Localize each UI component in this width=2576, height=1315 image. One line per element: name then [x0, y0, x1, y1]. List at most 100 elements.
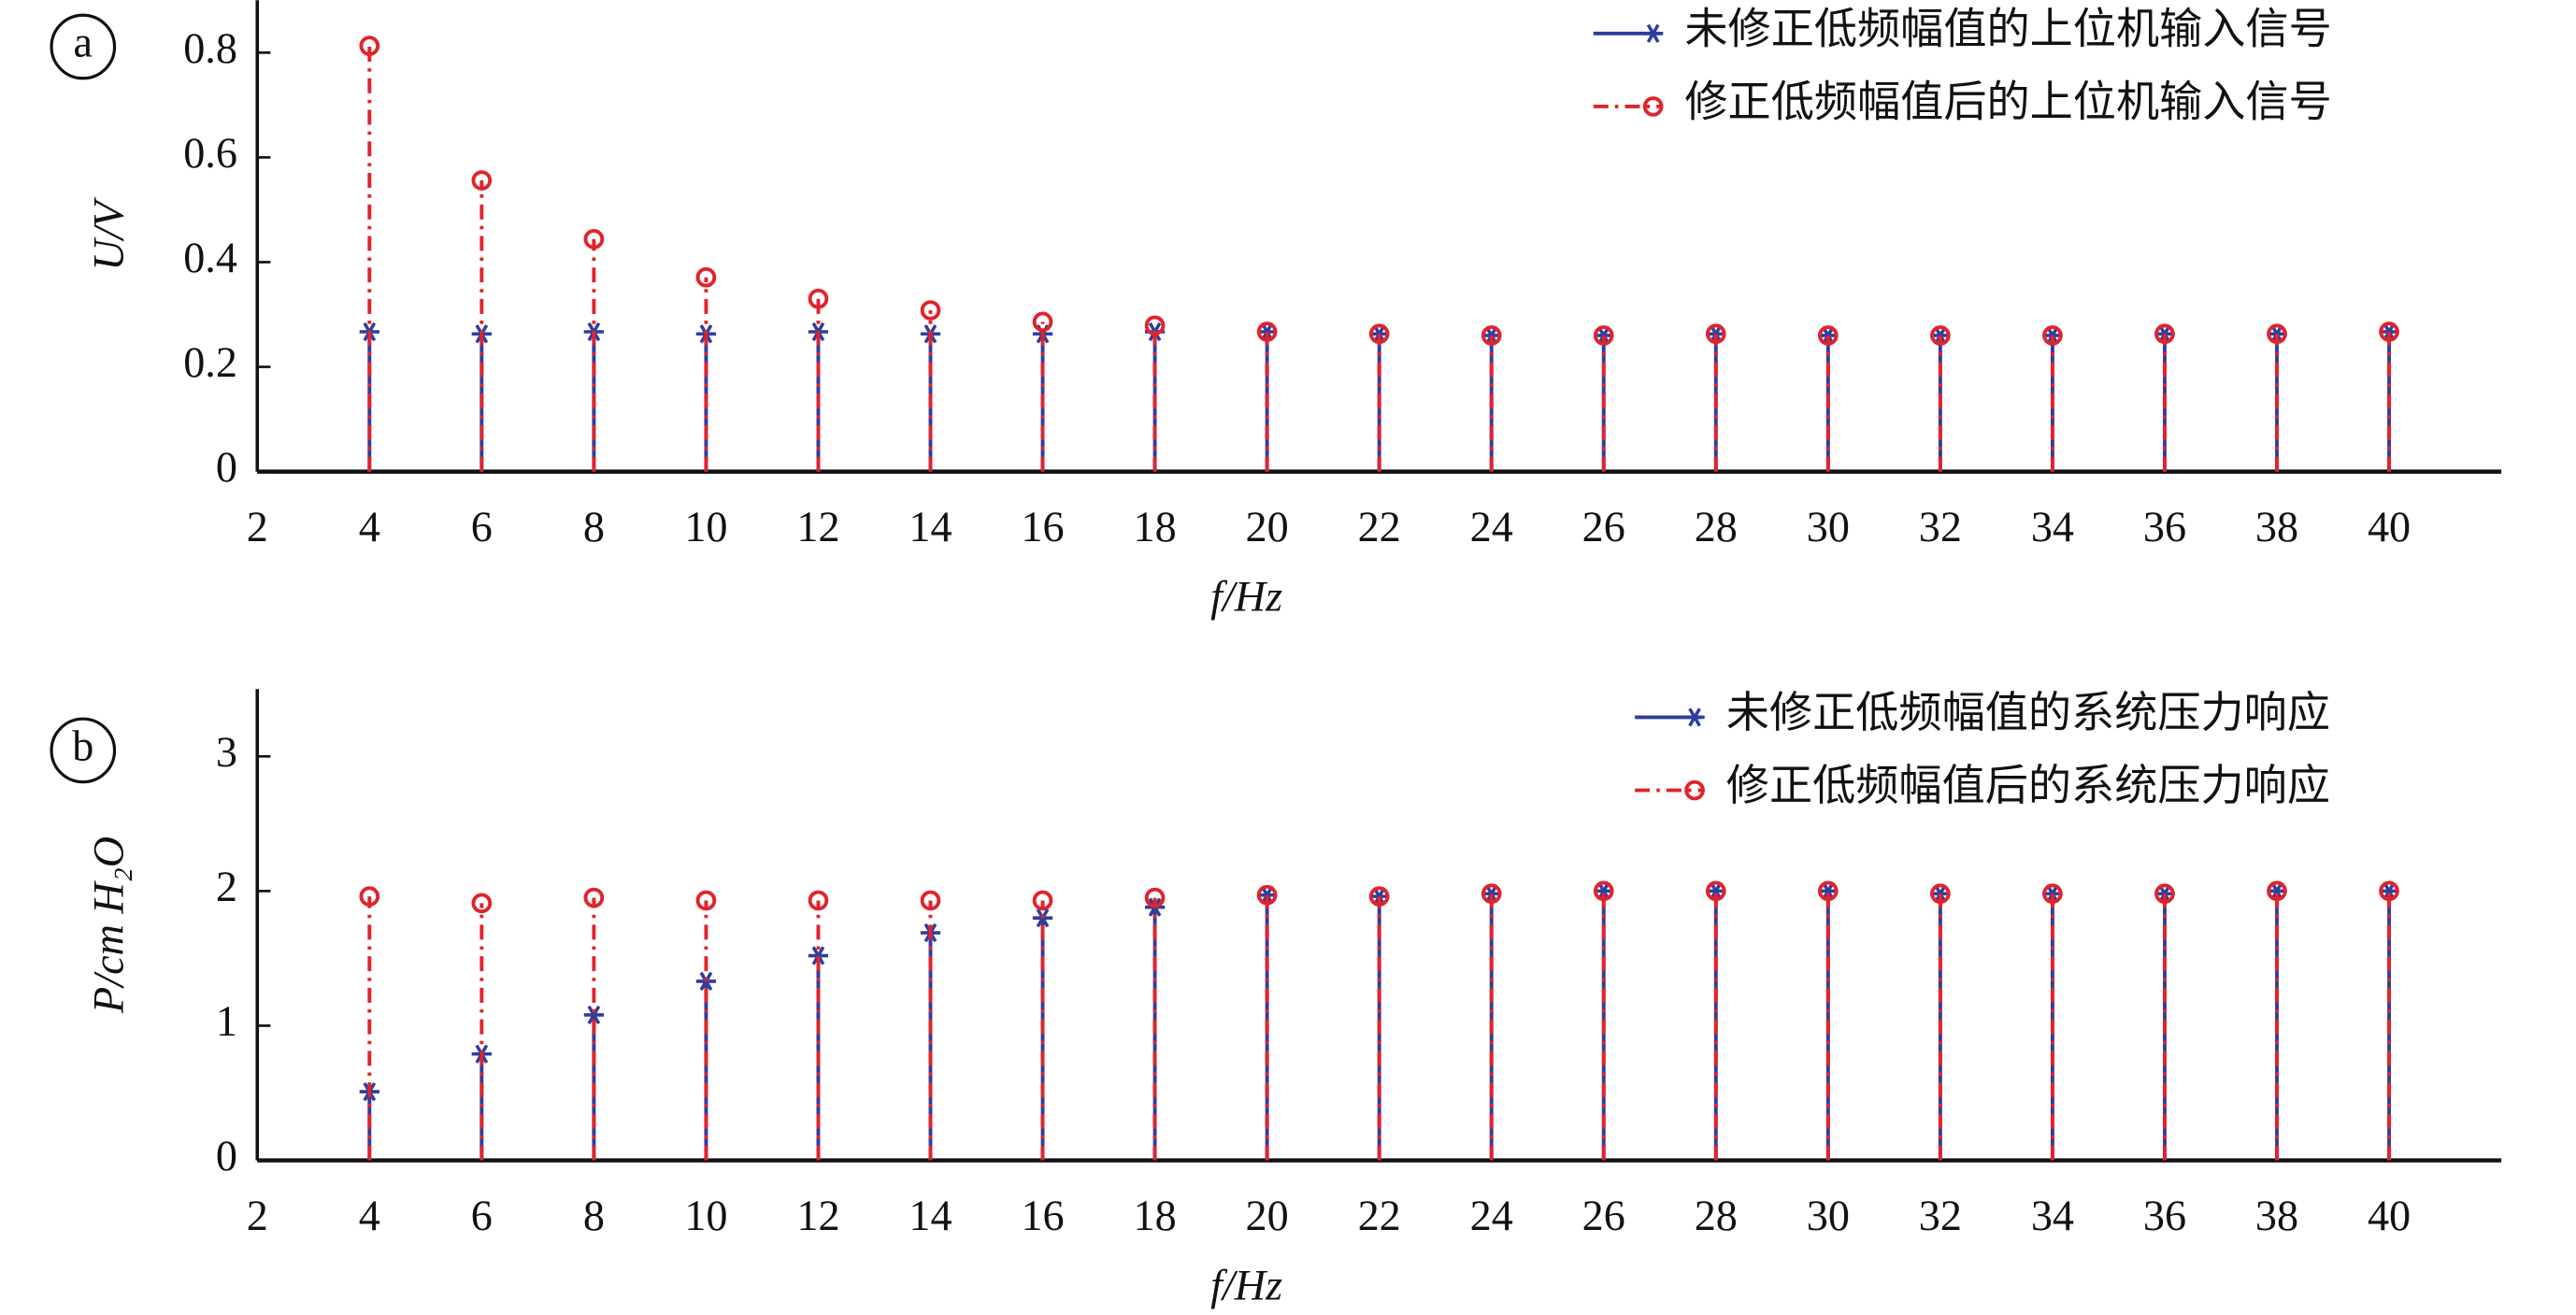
x-axis-label: f/Hz: [1210, 1262, 1282, 1309]
x-tick-label: 24: [1470, 1192, 1513, 1239]
marker-stroke: [699, 971, 713, 992]
marker: [2042, 883, 2063, 905]
marker: [1256, 884, 1278, 906]
marker-stroke: [811, 946, 825, 965]
x-tick-label: 10: [684, 503, 727, 550]
x-tick-label: 6: [471, 1192, 493, 1239]
x-tick-label: 22: [1358, 1192, 1401, 1239]
panel-label: b: [72, 722, 93, 770]
marker: [920, 300, 941, 321]
marker: [1705, 323, 1726, 345]
x-tick-label: 30: [1807, 503, 1850, 550]
marker-stroke: [1688, 708, 1701, 727]
marker: [359, 36, 380, 56]
y-tick-label: 0.8: [183, 24, 237, 72]
x-tick-label: 2: [247, 503, 268, 550]
marker: [471, 170, 493, 191]
marker: [1930, 325, 1951, 346]
x-tick-label: 16: [1021, 1192, 1064, 1239]
x-tick-label: 2: [247, 1192, 268, 1239]
marker: [1818, 880, 1839, 902]
x-tick-label: 36: [2143, 1192, 2186, 1239]
legend-label: 修正低频幅值后的系统压力响应: [1726, 762, 2330, 809]
marker: [1368, 323, 1390, 345]
panel-badge: [50, 13, 117, 80]
x-tick-label: 18: [1134, 503, 1177, 550]
x-tick-label: 20: [1246, 503, 1289, 550]
x-tick-label: 4: [359, 503, 380, 550]
y-tick-label: 0: [216, 1132, 237, 1179]
marker: [2267, 880, 2287, 902]
marker: [1144, 887, 1166, 908]
x-tick-label: 4: [359, 1192, 380, 1239]
x-tick-label: 36: [2143, 503, 2186, 550]
panel-badge: [50, 717, 117, 784]
marker: [1481, 325, 1502, 346]
x-tick-label: 34: [2031, 1192, 2074, 1239]
x-tick-label: 26: [1582, 503, 1625, 550]
marker: [695, 890, 717, 911]
x-tick-label: 16: [1021, 503, 1064, 550]
marker: [2267, 323, 2287, 345]
marker: [1930, 883, 1951, 905]
legend-label: 未修正低频幅值的上位机输入信号: [1684, 5, 2331, 52]
marker-stroke: [587, 1005, 601, 1025]
marker: [2154, 883, 2175, 905]
y-tick-label: 0.2: [183, 338, 237, 386]
marker: [1368, 886, 1390, 907]
x-tick-label: 40: [2368, 1192, 2411, 1239]
y-tick-label: 0.4: [183, 234, 237, 281]
x-tick-label: 12: [796, 1192, 839, 1239]
x-tick-label: 24: [1470, 503, 1513, 550]
x-tick-label: 38: [2255, 1192, 2298, 1239]
marker-stroke: [1646, 23, 1660, 43]
legend-label: 修正低频幅值后的上位机输入信号: [1684, 79, 2331, 126]
x-tick-label: 38: [2255, 503, 2298, 550]
x-tick-label: 6: [471, 503, 493, 550]
marker: [583, 1005, 605, 1025]
marker: [1032, 890, 1053, 911]
x-tick-label: 20: [1246, 1192, 1289, 1239]
marker: [1481, 883, 1502, 905]
x-tick-label: 8: [583, 503, 605, 550]
x-tick-label: 32: [1919, 503, 1962, 550]
x-tick-label: 10: [684, 1192, 727, 1239]
x-tick-label: 14: [909, 503, 952, 550]
x-tick-label: 28: [1695, 1192, 1738, 1239]
x-tick-label: 26: [1582, 1192, 1625, 1239]
y-tick-label: 0.6: [183, 129, 237, 177]
marker: [920, 890, 941, 911]
marker: [1144, 315, 1166, 336]
marker: [695, 266, 717, 288]
marker: [695, 971, 717, 992]
y-tick-label: 0: [216, 443, 237, 491]
x-tick-label: 30: [1807, 1192, 1850, 1239]
legend-marker: [1643, 23, 1664, 43]
marker: [1705, 880, 1726, 902]
x-tick-label: 12: [796, 503, 839, 550]
marker: [1593, 880, 1614, 902]
marker: [583, 887, 605, 908]
marker: [471, 893, 493, 914]
marker: [2042, 325, 2063, 346]
x-tick-label: 32: [1919, 1192, 1962, 1239]
marker: [1256, 322, 1278, 342]
legend-label: 未修正低频幅值的系统压力响应: [1726, 689, 2330, 736]
marker: [1818, 325, 1839, 346]
x-tick-label: 40: [2368, 503, 2411, 550]
x-tick-label: 14: [909, 1192, 952, 1239]
marker: [808, 946, 829, 965]
y-tick-label: 3: [216, 728, 237, 776]
marker: [808, 890, 829, 911]
legend-marker: [1684, 708, 1705, 727]
panel-label: a: [74, 19, 93, 66]
marker: [2379, 322, 2399, 342]
x-tick-label: 28: [1695, 503, 1738, 550]
x-tick-label: 8: [583, 1192, 605, 1239]
legend-marker: [1684, 779, 1705, 801]
legend-marker: [1642, 96, 1664, 117]
marker: [1032, 311, 1053, 333]
x-tick-label: 34: [2031, 503, 2074, 550]
